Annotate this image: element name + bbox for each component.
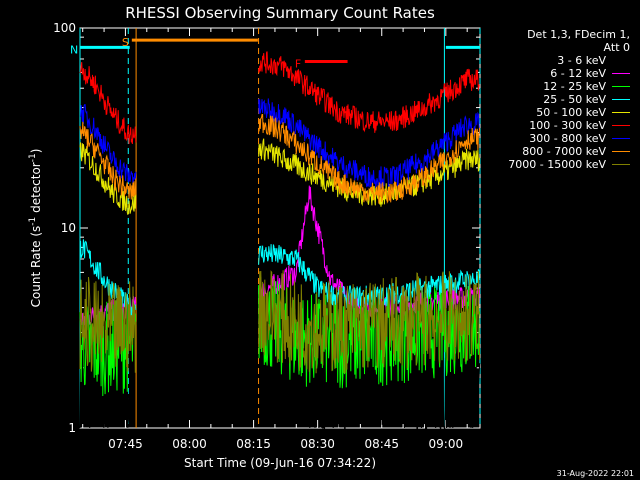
legend-swatch	[612, 99, 630, 100]
x-tick-label: 08:30	[300, 437, 335, 451]
series-line	[258, 98, 481, 189]
legend-header-line-2: Att 0	[603, 41, 630, 54]
legend: Det 1,3, FDecim 1, Att 0 3 - 6 keV 6 - 12…	[473, 28, 630, 171]
series-line	[79, 142, 137, 216]
series-line	[79, 62, 137, 145]
legend-swatch	[612, 125, 630, 126]
legend-swatch	[612, 151, 630, 152]
status-bar-label: N	[70, 43, 78, 56]
y-tick-label: 10	[61, 221, 76, 235]
x-tick-label: 08:15	[236, 437, 271, 451]
y-axis-label: Count Rate (s-1 detector-1)	[28, 149, 43, 308]
legend-item: 50 - 100 keV	[473, 106, 630, 119]
series-line	[258, 51, 481, 133]
legend-item: 25 - 50 keV	[473, 93, 630, 106]
x-tick-label: 08:45	[364, 437, 399, 451]
x-axis-label: Start Time (09-Jun-16 07:34:22)	[184, 456, 376, 470]
legend-item: 7000 - 15000 keV	[473, 158, 630, 171]
legend-item: 12 - 25 keV	[473, 80, 630, 93]
legend-swatch	[612, 112, 630, 113]
legend-header-line-1: Det 1,3, FDecim 1,	[527, 28, 630, 41]
legend-label: 100 - 300 keV	[529, 119, 606, 132]
legend-item: 300 - 800 keV	[473, 132, 630, 145]
y-tick-label: 1	[68, 421, 76, 435]
legend-swatch	[612, 73, 630, 74]
legend-swatch	[612, 164, 630, 165]
legend-swatch	[612, 138, 630, 139]
generation-timestamp: 31-Aug-2022 22:01	[556, 469, 634, 478]
legend-item: 100 - 300 keV	[473, 119, 630, 132]
legend-swatch	[612, 86, 630, 87]
x-tick-label: 08:00	[172, 437, 207, 451]
x-tick-label: 07:45	[108, 437, 143, 451]
plot-area: 1 10 100 07:45 08:00 08:15 08:30 08:45 09:00 N S F	[53, 21, 481, 451]
legend-label: 300 - 800 keV	[529, 132, 606, 145]
chart-title: RHESSI Observing Summary Count Rates	[125, 4, 435, 22]
legend-item: 800 - 7000 keV	[473, 145, 630, 158]
legend-swatch	[612, 60, 630, 61]
status-bar-label: S	[122, 36, 129, 49]
legend-label: 3 - 6 keV	[557, 54, 606, 67]
x-tick-label: 09:00	[429, 437, 464, 451]
legend-label: 800 - 7000 keV	[522, 145, 606, 158]
series-line	[258, 138, 481, 207]
legend-label: 25 - 50 keV	[543, 93, 606, 106]
legend-label: 6 - 12 keV	[550, 67, 606, 80]
y-tick-label: 100	[53, 21, 76, 35]
legend-label: 7000 - 15000 keV	[508, 158, 606, 171]
series-line	[79, 339, 137, 429]
status-bar-label: F	[295, 57, 301, 70]
series-line	[79, 121, 137, 200]
series-line	[79, 104, 137, 185]
legend-item: 3 - 6 keV	[473, 54, 630, 67]
legend-label: 50 - 100 keV	[536, 106, 606, 119]
legend-item: 6 - 12 keV	[473, 67, 630, 80]
series-line	[258, 270, 481, 374]
series-line	[79, 276, 137, 373]
legend-label: 12 - 25 keV	[543, 80, 606, 93]
series-line	[258, 113, 481, 204]
